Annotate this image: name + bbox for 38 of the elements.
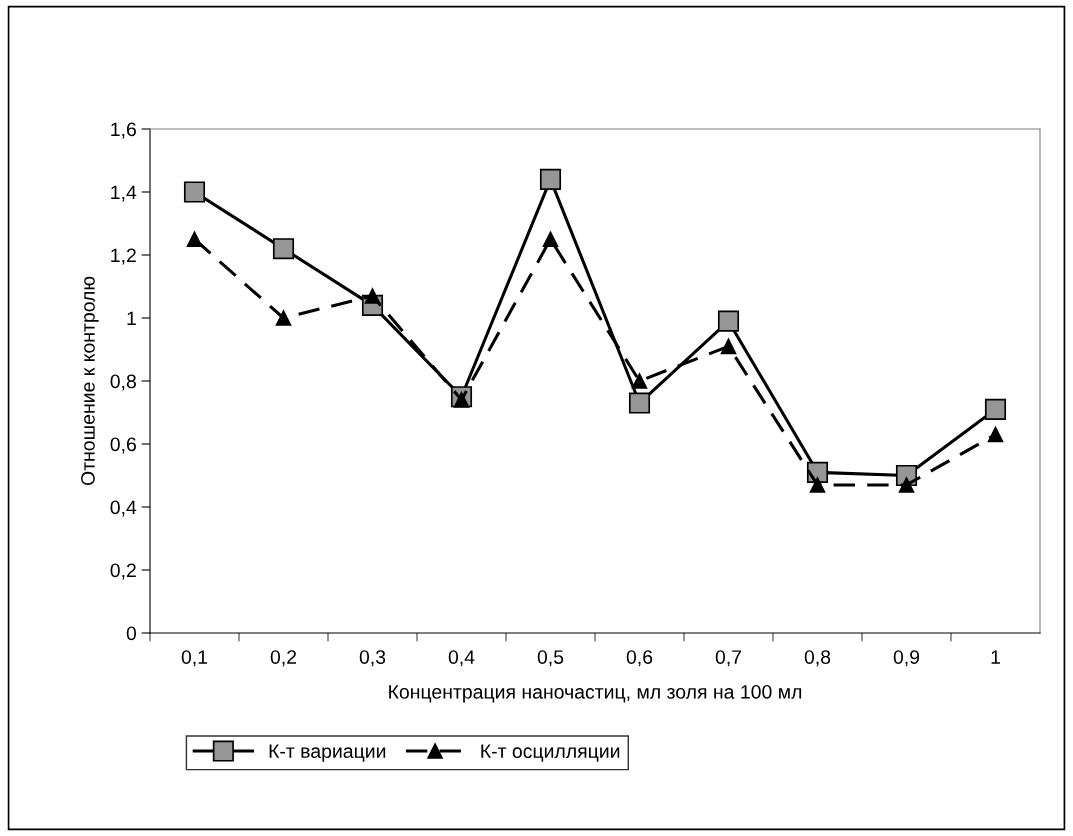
x-tick-label: 1 [991, 650, 1000, 664]
y-tick-label: 1,6 [111, 122, 136, 139]
x-tick-label: 0,2 [270, 650, 297, 667]
x-tick-label: 0,8 [804, 650, 831, 667]
x-axis-title: Концентрация наночастиц, мл золя на 100 мл [389, 684, 802, 703]
x-tick-label: 0,1 [181, 650, 208, 667]
point [898, 477, 915, 493]
y-tick-label: 0,8 [110, 374, 136, 391]
legend-label: К-т вариации [269, 744, 386, 762]
point [631, 373, 648, 389]
legend-label: К-т осцилляции [481, 744, 620, 762]
point [717, 310, 740, 332]
point [186, 231, 203, 248]
y-tick-label: 0,2 [110, 563, 136, 580]
x-tick-label: 0,3 [359, 650, 386, 667]
point [720, 338, 737, 355]
point [539, 168, 562, 190]
point [809, 477, 826, 493]
y-tick-label: 1,2 [111, 248, 136, 265]
x-tick-label: 0,7 [715, 650, 742, 667]
point [364, 288, 381, 304]
y-axis-title: Отношение к контролю [81, 276, 99, 486]
y-tick-label: 1,4 [111, 185, 137, 202]
y-tick-label: 1 [127, 311, 136, 326]
point [987, 426, 1004, 443]
x-tick-label: 0,6 [626, 650, 653, 667]
x-tick-label: 0,5 [537, 650, 564, 667]
point [183, 181, 206, 203]
point [272, 238, 295, 260]
point [628, 392, 651, 414]
point [984, 398, 1007, 420]
x-tick-label: 0,4 [448, 650, 475, 667]
y-tick-label: 0 [126, 626, 137, 641]
y-tick-label: 0,4 [110, 500, 137, 517]
point [542, 231, 559, 248]
y-tick-label: 0,6 [110, 437, 136, 454]
x-tick-label: 0,9 [893, 650, 920, 667]
point [275, 310, 292, 326]
